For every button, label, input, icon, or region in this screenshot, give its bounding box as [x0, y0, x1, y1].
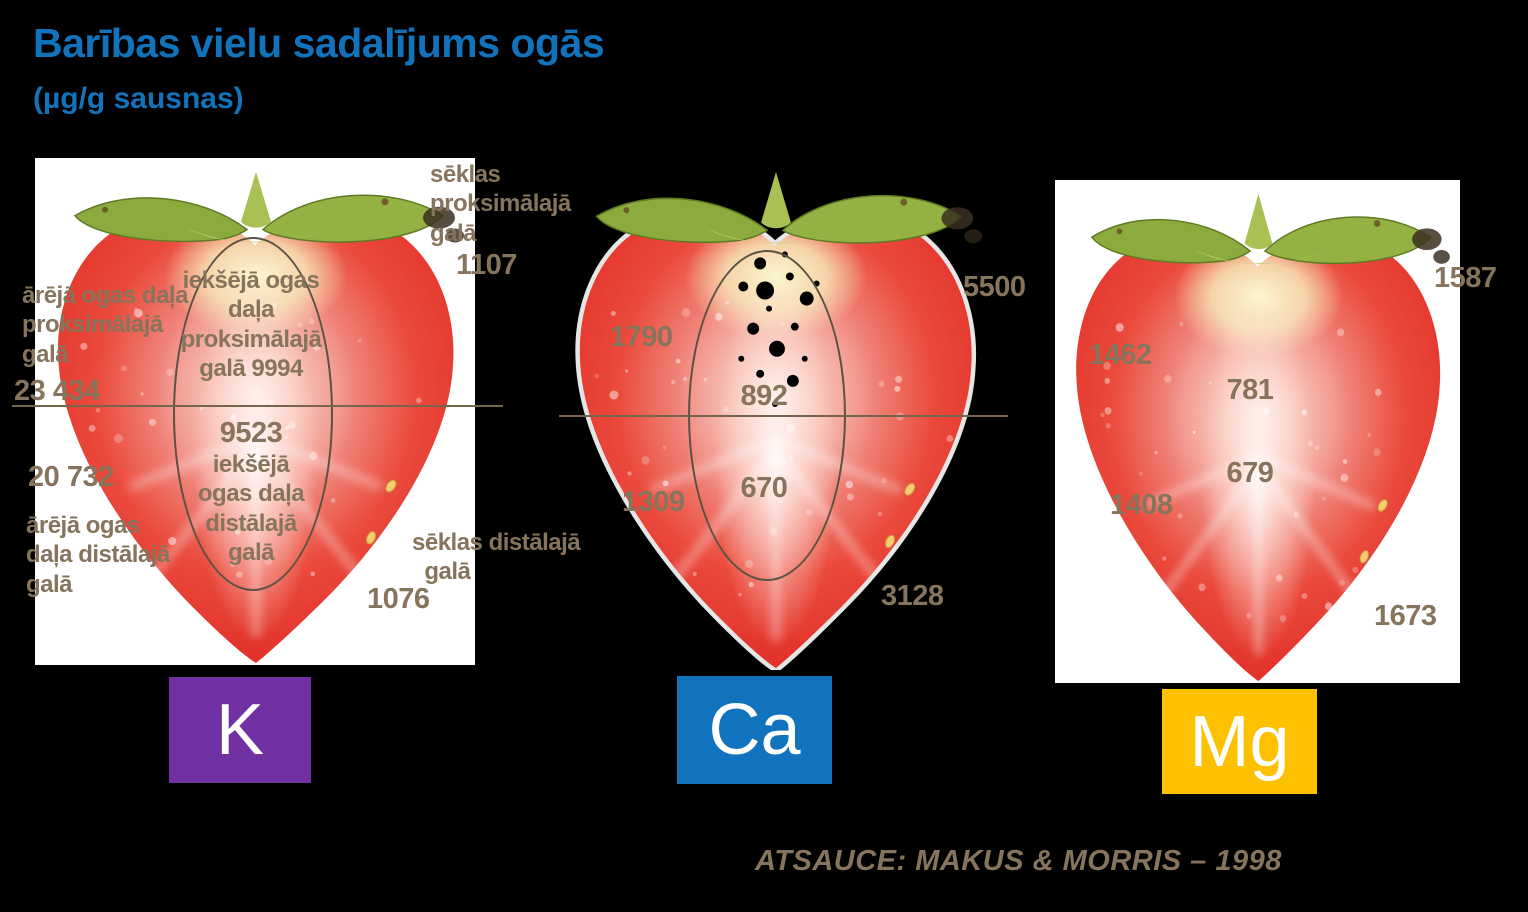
- mg-value-seeds-distal: 1673: [1374, 600, 1437, 632]
- element-box-mg: Mg: [1162, 689, 1317, 794]
- k-value-seeds-proximal: 1107: [456, 249, 517, 281]
- k-value-inner-distal: 9523: [219, 417, 283, 449]
- k-value-seeds-distal: 1076: [367, 583, 430, 615]
- k-label-inner-distal: iekšējā ogas daļa distālajā galā: [197, 451, 305, 566]
- strawberry-image-mg: [1055, 180, 1460, 683]
- proximal-distal-divider-ca: [559, 415, 1008, 417]
- mg-value-outer-proximal: 1462: [1089, 339, 1152, 371]
- k-label-outer-proximal: ārējā ogas daļa proksimālajā galā: [22, 282, 188, 368]
- element-box-ca: Ca: [677, 676, 832, 784]
- ca-value-inner-distal: 670: [740, 472, 788, 504]
- ca-value-outer-distal: 1309: [622, 486, 685, 518]
- ca-value-seeds-distal: 3128: [881, 580, 944, 612]
- k-label-outer-distal: ārējā ogas daļa distālajā galā: [26, 512, 170, 598]
- k-label-inner-proximal: iekšējā ogas daļa proksimālajā galā 9994: [180, 267, 322, 382]
- k-label-seeds-distal: sēklas distālajā galā: [412, 529, 581, 586]
- page-title: Barības vielu sadalījums ogās: [33, 20, 605, 66]
- mg-value-inner-proximal: 781: [1226, 374, 1274, 406]
- k-label-seeds-proximal: sēklas proksimālajā galā: [430, 161, 571, 247]
- page-subtitle: (µg/g sausnas): [33, 82, 244, 115]
- k-value-outer-distal: 20 732: [28, 461, 114, 493]
- ca-value-seeds-proximal: 5500: [963, 271, 1026, 303]
- ca-value-outer-proximal: 1790: [610, 321, 673, 353]
- reference-text: ATSAUCE: MAKUS & MORRIS – 1998: [755, 845, 1282, 877]
- inner-part-ellipse-k: [173, 237, 333, 591]
- mg-value-outer-distal: 1408: [1110, 489, 1173, 521]
- element-box-k: K: [169, 677, 311, 783]
- mg-value-seeds-proximal: 1587: [1434, 262, 1497, 294]
- k-value-outer-proximal: 23 434: [14, 375, 100, 407]
- proximal-distal-divider-k: [12, 405, 503, 407]
- ca-value-inner-proximal: 892: [740, 380, 788, 412]
- mg-value-inner-distal: 679: [1226, 457, 1274, 489]
